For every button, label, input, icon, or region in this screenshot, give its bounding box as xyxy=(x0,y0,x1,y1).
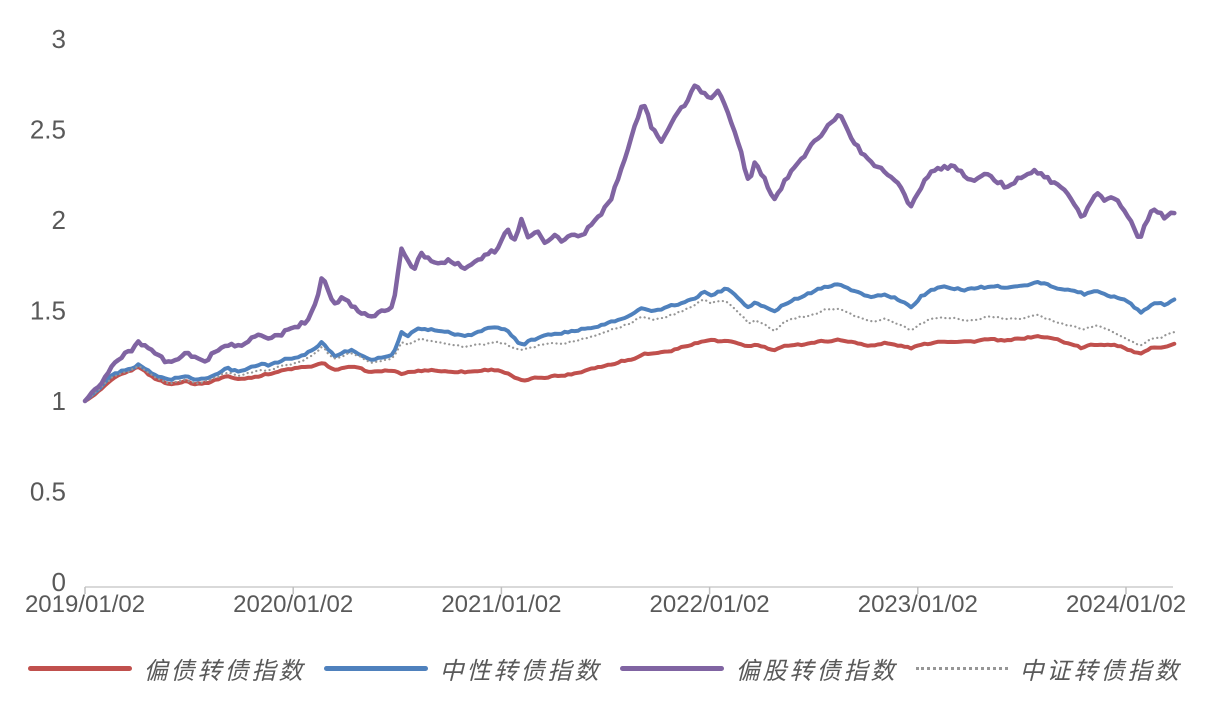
legend-label: 中性转债指数 xyxy=(439,656,602,685)
legend-item-4: 中证转债指数 xyxy=(915,651,1182,686)
series-line-1 xyxy=(83,334,1177,403)
chart-legend: 偏债转债指数 中性转债指数 偏股转债指数 中证转债指数 xyxy=(0,648,1209,688)
legend-swatch-dotted-line xyxy=(915,666,1008,670)
x-tick-label: 2019/01/02 xyxy=(25,591,145,618)
series-line-3 xyxy=(82,83,1177,404)
legend-label: 偏债转债指数 xyxy=(143,656,306,685)
x-tick-label: 2021/01/02 xyxy=(441,591,561,618)
y-tick-label: 2 xyxy=(52,205,66,235)
x-tick-label: 2022/01/02 xyxy=(650,591,770,618)
series-line-2 xyxy=(83,280,1177,403)
legend-swatch-line xyxy=(27,665,132,671)
y-tick-label: 0 xyxy=(52,567,66,597)
legend-label: 偏股转债指数 xyxy=(735,656,898,685)
y-tick-label: 2.5 xyxy=(30,115,66,145)
legend-swatch-line xyxy=(323,665,428,671)
legend-label: 中证转债指数 xyxy=(1019,656,1182,685)
y-tick-label: 1.5 xyxy=(30,296,66,326)
x-tick-label: 2024/01/02 xyxy=(1066,591,1186,618)
y-tick-label: 0.5 xyxy=(30,477,66,507)
series-line-4 xyxy=(83,298,1176,403)
x-tick-label: 2023/01/02 xyxy=(858,591,978,618)
legend-item-2: 中性转债指数 xyxy=(323,651,602,686)
legend-swatch-line xyxy=(619,665,724,671)
y-tick-label: 1 xyxy=(52,386,66,416)
legend-item-3: 偏股转债指数 xyxy=(619,651,898,686)
y-tick-label: 3 xyxy=(52,24,66,54)
x-tick-label: 2020/01/02 xyxy=(233,591,353,618)
legend-item-1: 偏债转债指数 xyxy=(27,651,306,686)
